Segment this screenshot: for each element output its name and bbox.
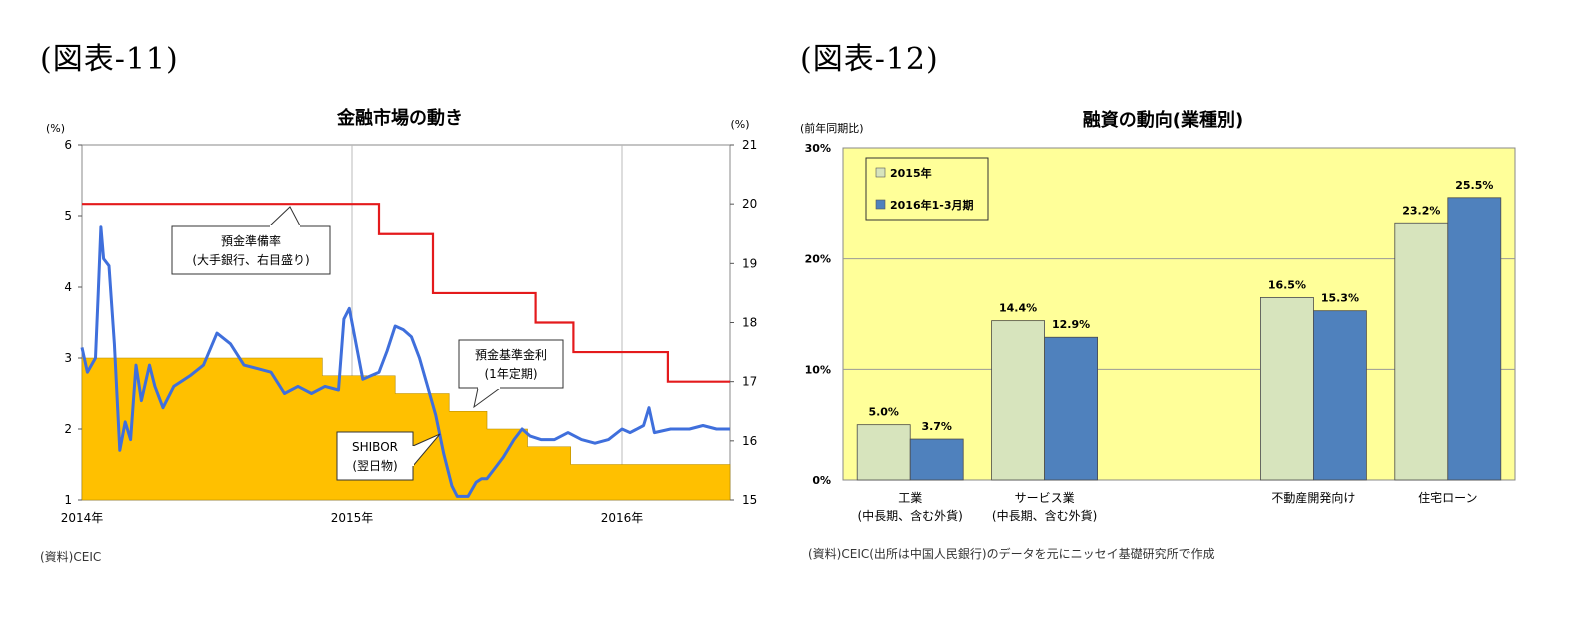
right-axis-unit: (%)	[730, 118, 749, 131]
figure-12-label: (図表-12)	[800, 42, 939, 77]
callout-text: 預金準備率	[221, 233, 281, 248]
callout-box	[336, 431, 414, 481]
left-axis-unit: (%)	[46, 122, 65, 135]
bar-value-label: 5.0%	[868, 406, 899, 419]
category-label: 不動産開発向け	[1271, 490, 1355, 505]
legend-entry: 2015年	[890, 166, 932, 180]
right-axis-tick: 21	[742, 138, 757, 152]
legend-box	[865, 157, 989, 221]
right-axis-tick: 19	[742, 256, 757, 270]
right-axis-tick: 15	[742, 493, 757, 507]
bar-y-label: (前年同期比)	[800, 121, 864, 135]
category-label: サービス業	[1015, 491, 1075, 505]
reserve-ratio-line	[82, 203, 730, 383]
financial-market-chart: 1 2 3 4 5 6 15 16 17 18 19 20 21 2014年 2015年 2016年 (%) (%…	[46, 107, 757, 525]
legend-swatch	[875, 199, 886, 210]
bar-value-label: 23.2%	[1402, 204, 1440, 217]
callout-text: (翌日物)	[352, 459, 397, 473]
y-axis-tick: 0%	[812, 474, 831, 487]
bar-value-label: 15.3%	[1321, 292, 1359, 305]
bar	[856, 424, 911, 481]
left-axis-tick: 2	[64, 422, 72, 436]
legend-swatch	[875, 167, 886, 178]
chart-title: 金融市場の動き	[336, 107, 463, 129]
bar-value-label: 12.9%	[1052, 318, 1090, 331]
left-axis-tick: 3	[64, 351, 72, 365]
category-label: 住宅ローン	[1418, 490, 1477, 505]
right-axis-tick: 16	[742, 434, 757, 448]
left-axis-tick: 4	[64, 280, 72, 294]
bar-value-label: 16.5%	[1268, 278, 1306, 291]
category-label: (中長期、含む外貨)	[992, 508, 1097, 523]
callout-box	[458, 339, 564, 389]
right-axis-tick: 20	[742, 197, 757, 211]
category-label: (中長期、含む外貨)	[858, 508, 963, 523]
figure-12-source: (資料)CEIC(出所は中国人民銀行)のデータを元にニッセイ基礎研究所で作成	[808, 547, 1215, 561]
callout-text: SHIBOR	[352, 440, 398, 454]
bar	[909, 438, 964, 481]
figure-11-label: (図表-11)	[40, 42, 179, 77]
x-axis-tick: 2016年	[601, 511, 644, 525]
callout-text: (大手銀行、右目盛り)	[192, 252, 309, 267]
legend: 2015年 2016年1-3月期	[865, 157, 989, 221]
bar	[1394, 222, 1449, 481]
bar-value-label: 14.4%	[999, 302, 1037, 315]
right-axis-tick: 17	[742, 375, 757, 389]
bar	[1044, 336, 1098, 481]
shibor-line	[80, 225, 730, 498]
shibor-callout: SHIBOR (翌日物)	[336, 431, 441, 481]
y-axis-tick: 10%	[805, 363, 831, 376]
deposit-rate-callout: 預金基準金利 (1年定期)	[458, 339, 564, 409]
x-axis-tick: 2014年	[61, 511, 104, 525]
right-axis-tick: 18	[742, 316, 757, 330]
figure-11-source: (資料)CEIC	[40, 550, 102, 564]
left-axis-tick: 5	[64, 209, 72, 223]
left-axis-tick: 6	[64, 138, 72, 152]
y-axis-tick: 20%	[805, 253, 831, 266]
bar-chart-title: 融資の動向(業種別)	[1083, 109, 1243, 131]
reserve-ratio-callout: 預金準備率 (大手銀行、右目盛り)	[171, 206, 331, 275]
callout-box	[171, 225, 331, 275]
left-axis-tick: 1	[64, 493, 72, 507]
bar-value-label: 25.5%	[1455, 179, 1493, 192]
legend-entry: 2016年1-3月期	[890, 198, 974, 212]
callout-text: 預金基準金利	[475, 347, 547, 362]
bar	[1260, 296, 1314, 481]
callout-text: (1年定期)	[485, 366, 538, 381]
deposit-rate-area	[81, 357, 731, 501]
bar	[1447, 197, 1502, 481]
bar	[991, 320, 1045, 481]
bar	[1313, 310, 1367, 481]
bar-value-label: 3.7%	[921, 420, 952, 433]
category-label: 工業	[898, 491, 922, 505]
y-axis-tick: 30%	[805, 142, 831, 155]
x-axis-tick: 2015年	[331, 511, 374, 525]
